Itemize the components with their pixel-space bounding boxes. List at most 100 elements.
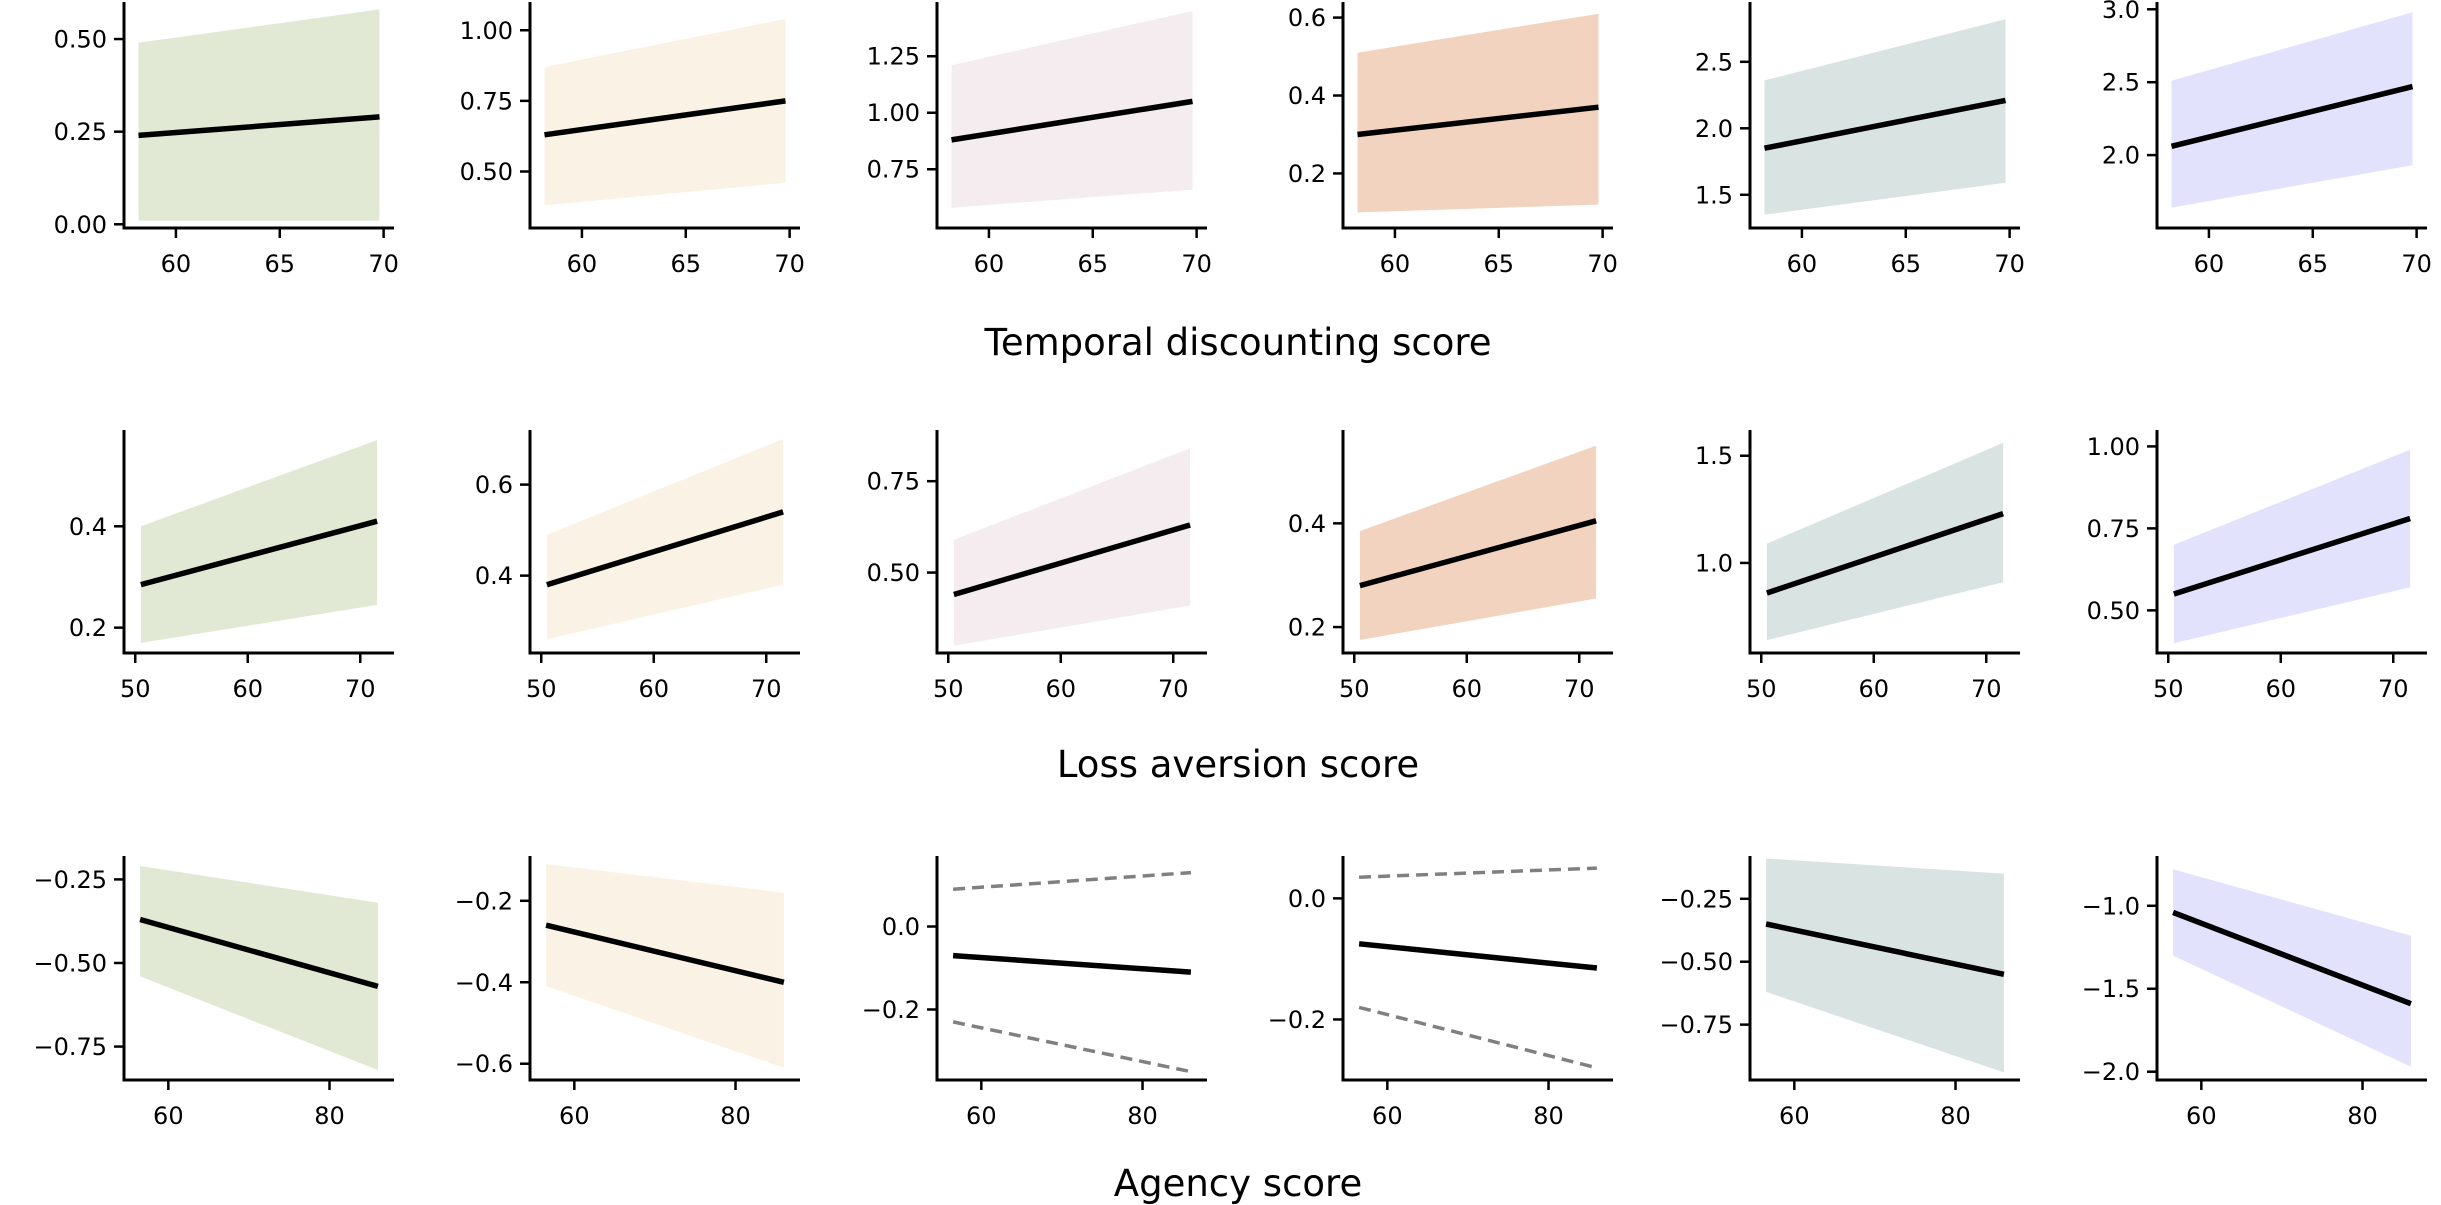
regression-line xyxy=(1766,510,2004,596)
y-tick-label: 1.25 xyxy=(867,43,920,71)
x-tick-label: 65 xyxy=(1077,250,1108,278)
confidence-band xyxy=(546,439,784,640)
x-tick-label: 60 xyxy=(1787,250,1818,278)
confidence-band xyxy=(2171,12,2413,208)
regression-line xyxy=(952,952,1192,975)
x-tick-label: 80 xyxy=(720,1102,751,1130)
x-tick-label: 60 xyxy=(966,1102,997,1130)
x-tick-label: 60 xyxy=(559,1102,590,1130)
y-tick-label: 0.50 xyxy=(867,559,920,587)
panel-r2-c4: 0.2 0.4 50 60 70 xyxy=(1288,430,1613,703)
panel-r1-c1: 0.00 0.25 0.50 60 65 70 xyxy=(54,2,399,278)
x-tick-label: 60 xyxy=(2186,1102,2217,1130)
x-tick-label: 80 xyxy=(1533,1102,1564,1130)
x-tick-label: 60 xyxy=(2194,250,2225,278)
confidence-band xyxy=(2173,449,2411,644)
y-tick-label: 0.75 xyxy=(867,468,920,496)
row-3: −0.75 −0.50 −0.25 60 80 −0.6 −0.4 −0.2 60 80 −0.2 0… xyxy=(33,856,2427,1205)
y-tick-label: −0.50 xyxy=(1659,948,1733,976)
panel-r3-c2: −0.6 −0.4 −0.2 60 80 xyxy=(455,856,800,1130)
x-tick-label: 70 xyxy=(2401,250,2432,278)
x-axis-label: Loss aversion score xyxy=(1057,743,1419,786)
panel-r2-c6: 0.50 0.75 1.00 50 60 70 xyxy=(2087,430,2427,703)
x-tick-label: 65 xyxy=(1890,250,1921,278)
y-tick-label: 0.2 xyxy=(1288,160,1326,188)
x-tick-label: 60 xyxy=(567,250,598,278)
regression-line xyxy=(1765,921,2005,977)
x-tick-label: 80 xyxy=(314,1102,345,1130)
y-tick-label: 0.50 xyxy=(2087,597,2140,625)
y-tick-label: 0.6 xyxy=(475,471,513,499)
x-tick-label: 65 xyxy=(2297,250,2328,278)
regression-line xyxy=(138,114,380,139)
x-tick-label: 50 xyxy=(933,675,964,703)
panel-r2-c1: 0.2 0.4 50 60 70 xyxy=(69,430,394,703)
x-tick-label: 70 xyxy=(2378,675,2409,703)
y-tick-label: 0.50 xyxy=(54,26,107,54)
ci-lower-line xyxy=(952,1020,1192,1074)
y-tick-label: −0.50 xyxy=(33,949,107,977)
y-tick-label: 0.00 xyxy=(54,211,107,239)
x-tick-label: 70 xyxy=(751,675,782,703)
y-tick-label: −0.75 xyxy=(1659,1011,1733,1039)
x-tick-label: 60 xyxy=(1045,675,1076,703)
x-tick-label: 50 xyxy=(1746,675,1777,703)
panel-r3-c1: −0.75 −0.50 −0.25 60 80 xyxy=(33,856,394,1130)
regression-line xyxy=(544,98,786,138)
x-tick-label: 70 xyxy=(1971,675,2002,703)
y-tick-label: 1.00 xyxy=(460,17,513,45)
panel-r1-c5: 1.5 2.0 2.5 60 65 70 xyxy=(1695,2,2025,278)
x-tick-label: 80 xyxy=(2347,1102,2378,1130)
confidence-band xyxy=(546,864,784,1068)
confidence-band xyxy=(1764,19,2006,215)
y-tick-label: 2.5 xyxy=(2102,69,2140,97)
y-tick-label: 2.0 xyxy=(2102,142,2140,170)
y-tick-label: 0.50 xyxy=(460,158,513,186)
x-tick-label: 70 xyxy=(1181,250,1212,278)
y-tick-label: −0.75 xyxy=(33,1033,107,1061)
panel-r2-c3: 0.50 0.75 50 60 70 xyxy=(867,430,1207,703)
ci-upper-line xyxy=(1359,866,1597,879)
confidence-band xyxy=(140,866,378,1070)
x-tick-label: 50 xyxy=(526,675,557,703)
x-tick-label: 60 xyxy=(638,675,669,703)
x-tick-label: 65 xyxy=(1483,250,1514,278)
y-tick-label: −0.2 xyxy=(862,996,920,1024)
y-tick-label: −2.0 xyxy=(2082,1058,2140,1086)
x-tick-label: 70 xyxy=(368,250,399,278)
panel-r1-c4: 0.2 0.4 0.6 60 65 70 xyxy=(1288,2,1618,278)
regression-line xyxy=(546,509,784,588)
regression-line xyxy=(2170,83,2414,149)
y-tick-label: 0.25 xyxy=(54,118,107,146)
y-tick-label: 0.75 xyxy=(2087,515,2140,543)
regression-line xyxy=(953,522,1191,598)
y-tick-label: −1.5 xyxy=(2082,975,2140,1003)
y-tick-label: −0.2 xyxy=(455,887,513,915)
regression-line xyxy=(951,98,1193,143)
y-tick-label: 0.75 xyxy=(460,87,513,115)
regression-line xyxy=(1357,104,1599,138)
y-tick-label: 1.5 xyxy=(1695,181,1733,209)
y-tick-label: 0.6 xyxy=(1288,4,1326,32)
x-tick-label: 60 xyxy=(232,675,263,703)
regression-line xyxy=(1358,941,1598,971)
y-tick-label: 0.2 xyxy=(69,614,107,642)
y-tick-label: 0.4 xyxy=(475,562,513,590)
confidence-band xyxy=(1766,858,2004,1073)
x-tick-label: 60 xyxy=(153,1102,184,1130)
y-tick-label: 0.0 xyxy=(1288,885,1326,913)
regression-line xyxy=(1359,518,1597,589)
y-tick-label: −0.25 xyxy=(33,866,107,894)
y-tick-label: −0.6 xyxy=(455,1050,513,1078)
regression-line xyxy=(139,916,379,990)
confidence-band xyxy=(544,19,786,206)
regression-line xyxy=(2172,909,2412,1007)
confidence-band xyxy=(140,440,378,643)
y-tick-label: 0.0 xyxy=(882,913,920,941)
panel-r3-c3: −0.2 0.0 60 80 xyxy=(862,856,1207,1130)
x-tick-label: 60 xyxy=(1858,675,1889,703)
y-tick-label: 0.4 xyxy=(1288,510,1326,538)
panel-r3-c4: −0.2 0.0 60 80 xyxy=(1268,856,1613,1130)
x-tick-label: 60 xyxy=(974,250,1005,278)
